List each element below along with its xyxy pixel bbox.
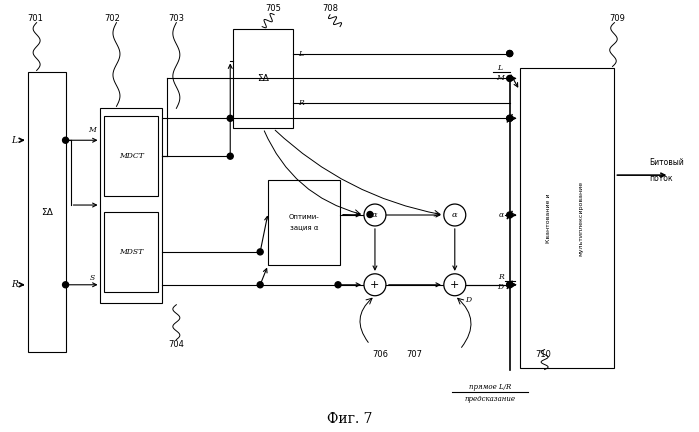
Circle shape [364,274,386,296]
Text: L: L [10,136,17,145]
Circle shape [507,115,512,121]
Text: α: α [498,211,504,219]
Circle shape [257,282,263,288]
Text: M: M [88,126,96,134]
Text: 708: 708 [322,4,338,13]
Circle shape [507,282,512,288]
Text: 701: 701 [28,14,43,23]
Circle shape [227,153,233,159]
Text: M: M [496,74,503,83]
Text: L: L [298,50,303,57]
Text: α: α [372,211,377,219]
Text: ΣΔ: ΣΔ [257,74,269,83]
Bar [268,180,340,265]
Circle shape [507,115,512,121]
Text: зация α: зация α [290,225,318,230]
Circle shape [257,249,263,255]
Text: +: + [370,280,380,290]
Bar [233,29,293,128]
Text: Квантование и: Квантование и [546,193,551,243]
Text: 703: 703 [168,14,185,23]
Text: предсказание: предсказание [464,395,515,403]
Text: 702: 702 [104,14,120,23]
Bar [104,116,159,196]
Circle shape [507,212,512,218]
Text: 710: 710 [535,350,552,359]
Circle shape [444,204,466,226]
Text: поток: поток [649,174,673,183]
Circle shape [507,76,512,82]
Text: ΣΔ: ΣΔ [41,207,52,216]
Text: S: S [90,274,96,282]
Text: R: R [498,273,504,281]
Circle shape [63,137,69,143]
Circle shape [227,115,233,121]
Text: 706: 706 [372,350,388,359]
Circle shape [335,282,341,288]
Text: α: α [452,211,458,219]
Text: D: D [465,296,471,304]
Circle shape [444,274,466,296]
Text: 704: 704 [168,340,185,349]
Text: мультиплексирование: мультиплексирование [579,181,584,256]
Circle shape [367,212,373,217]
Text: 705: 705 [265,4,281,13]
Text: MDST: MDST [120,248,143,256]
Text: прямое L/R: прямое L/R [468,384,511,391]
Text: 707: 707 [406,350,422,359]
Text: 709: 709 [610,14,626,23]
Text: Битовый: Битовый [649,158,684,167]
Text: D: D [498,283,504,291]
Text: R: R [298,99,304,108]
Circle shape [63,282,69,288]
Bar [519,69,614,368]
Bar [101,108,162,303]
Text: Оптими-: Оптими- [289,215,319,220]
Bar [104,212,159,292]
Text: R: R [10,280,17,289]
Circle shape [507,51,512,57]
Circle shape [507,51,512,57]
Text: Фиг. 7: Фиг. 7 [327,413,373,426]
Circle shape [364,204,386,226]
Text: L: L [497,64,503,73]
Text: MDCT: MDCT [119,152,144,160]
Bar [28,73,66,352]
Text: +: + [450,280,459,290]
Circle shape [507,282,512,288]
